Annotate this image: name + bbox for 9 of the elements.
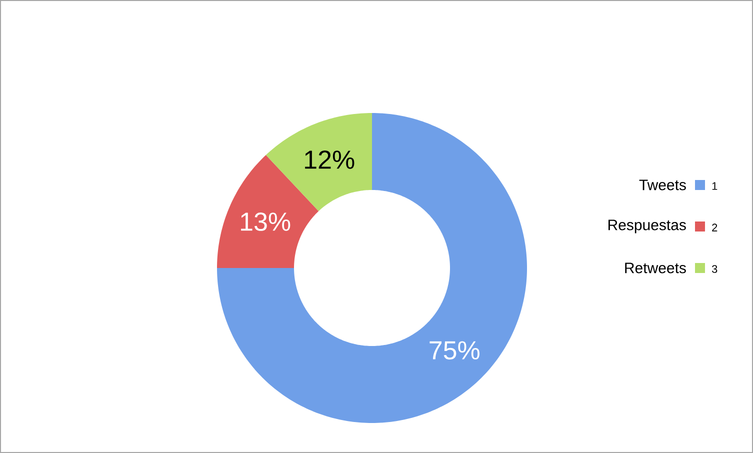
data-label: 75% [430,341,480,360]
data-label: 12% [305,150,354,169]
text: 1 [712,182,718,190]
legend-label: Retweets [625,262,686,274]
text: 3 [712,265,718,273]
legend-label: Respuestas [608,220,686,234]
legend-label: Tweets [639,180,686,190]
data-label: 13% [241,212,290,231]
text: 2 [712,224,718,232]
